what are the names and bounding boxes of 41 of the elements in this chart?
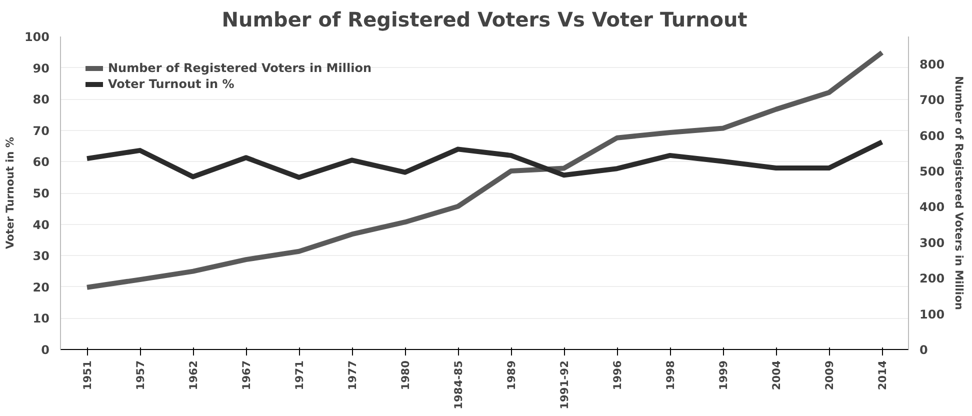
y2-axis-title: Number of Registered Voters in Million [952, 76, 966, 310]
y-tick-label: 40 [32, 218, 50, 232]
y2-tick-label: 700 [920, 93, 945, 108]
y-tick-label: 20 [32, 280, 50, 294]
y-tick-label: 50 [32, 186, 50, 200]
x-tick-label: 1980 [399, 360, 412, 390]
x-tick-label: 1977 [346, 360, 359, 390]
x-tick-label: 1996 [611, 360, 624, 390]
y2-tick-label: 400 [920, 200, 945, 214]
y-tick-label: 70 [32, 124, 50, 138]
x-tick-label: 1989 [505, 360, 518, 390]
y-axis-title: Voter Turnout in % [3, 136, 16, 250]
x-tick-label: 1999 [717, 360, 730, 390]
y-tick-label: 10 [32, 312, 50, 326]
x-tick-label: 1998 [664, 360, 677, 390]
x-tick-label: 2014 [876, 360, 889, 390]
chart-title: Number of Registered Voters Vs Voter Turnout [222, 8, 748, 32]
y2-tick-label: 600 [920, 128, 945, 143]
y2-tick-label: 200 [920, 272, 945, 286]
x-tick-label: 1962 [187, 360, 200, 390]
y2-tick-label: 800 [920, 57, 945, 72]
x-tick-label: 2009 [823, 360, 836, 390]
legend-label: Number of Registered Voters in Million [108, 61, 372, 75]
x-tick-label: 1967 [240, 360, 253, 390]
y-tick-label: 0 [41, 343, 50, 357]
y2-tick-label: 500 [920, 164, 945, 179]
legend-label: Voter Turnout in % [108, 77, 234, 91]
y-tick-label: 100 [24, 30, 50, 44]
x-tick-label: 1971 [293, 360, 306, 390]
y2-tick-label: 0 [920, 343, 928, 357]
y2-tick-label: 300 [920, 236, 945, 250]
x-tick-label: 1951 [81, 360, 94, 390]
x-tick-label: 1957 [134, 360, 147, 390]
y-tick-label: 80 [32, 92, 50, 107]
y-tick-label: 60 [32, 155, 50, 170]
x-tick-label: 2004 [770, 360, 783, 390]
x-tick-label: 1991-92 [558, 360, 571, 410]
y-tick-label: 90 [32, 61, 50, 76]
y-tick-label: 30 [32, 249, 50, 264]
y2-tick-label: 100 [920, 307, 945, 322]
x-tick-label: 1984-85 [452, 360, 465, 410]
